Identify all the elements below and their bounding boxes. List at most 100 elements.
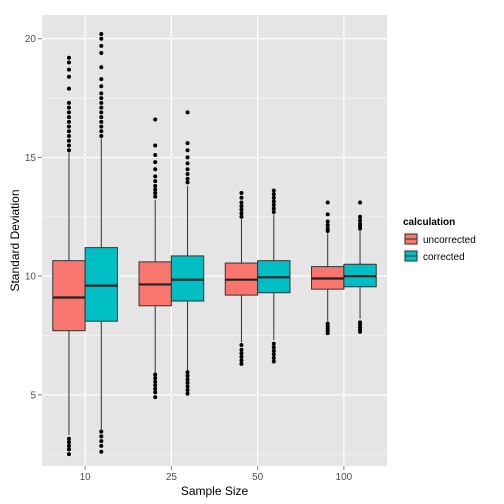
outlier-point [239, 361, 244, 366]
outlier-point [185, 388, 190, 393]
outlier-point [153, 143, 158, 148]
outlier-point [358, 200, 363, 205]
outlier-point [271, 345, 276, 350]
outlier-point [271, 210, 276, 215]
outlier-point [239, 342, 244, 347]
x-axis-title: Sample Size [181, 484, 249, 498]
outlier-point [66, 74, 71, 79]
outlier-point [99, 96, 104, 101]
box-corrected-100 [343, 200, 377, 334]
outlier-point [99, 110, 104, 115]
outlier-point [239, 195, 244, 200]
outlier-point [185, 141, 190, 146]
outlier-point [325, 212, 330, 217]
outlier-point [66, 105, 71, 110]
outlier-point [66, 143, 71, 148]
outlier-point [99, 43, 104, 48]
y-tick-label: 10 [25, 272, 37, 283]
outlier-point [99, 129, 104, 134]
outlier-point [66, 55, 71, 60]
outlier-point [153, 179, 158, 184]
outlier-point [153, 390, 158, 395]
y-tick-label: 5 [30, 390, 36, 401]
outlier-point [325, 219, 330, 224]
outlier-point [153, 191, 158, 196]
outlier-point [66, 86, 71, 91]
box-iqr [52, 260, 86, 332]
outlier-point [239, 347, 244, 352]
outlier-point [66, 100, 71, 105]
outlier-point [66, 148, 71, 153]
y-tick-label: 20 [25, 34, 37, 45]
outlier-point [99, 443, 104, 448]
legend-title: calculation [403, 217, 455, 228]
y-axis-title: Standard Deviation [8, 189, 22, 291]
outlier-point [153, 167, 158, 172]
outlier-point [153, 395, 158, 400]
box-iqr [170, 255, 205, 302]
outlier-point [239, 358, 244, 363]
outlier-point [185, 110, 190, 115]
outlier-point [153, 379, 158, 384]
outlier-point [66, 115, 71, 120]
box-corrected-25 [170, 110, 205, 396]
outlier-point [271, 206, 276, 211]
outlier-point [66, 110, 71, 115]
outlier-point [325, 223, 330, 228]
outlier-point [99, 134, 104, 139]
outlier-point [185, 148, 190, 153]
outlier-point [185, 377, 190, 382]
legend-label: corrected [423, 252, 465, 263]
outlier-point [66, 129, 71, 134]
outlier-point [185, 161, 190, 166]
x-tick-label: 50 [252, 472, 264, 483]
outlier-point [325, 321, 330, 326]
box-iqr [84, 247, 118, 322]
outlier-point [153, 174, 158, 179]
outlier-point [358, 320, 363, 325]
outlier-point [66, 134, 71, 139]
box-uncorrected-50 [224, 191, 259, 366]
y-tick-label: 15 [25, 153, 37, 164]
outlier-point [239, 211, 244, 216]
y-axis-ticks: 5 10 15 20 [25, 34, 42, 401]
outlier-point [325, 200, 330, 205]
outlier-point [99, 36, 104, 41]
box-uncorrected-10 [52, 55, 86, 457]
outlier-point [99, 115, 104, 120]
outlier-point [153, 183, 158, 188]
outlier-point [99, 77, 104, 82]
outlier-point [153, 153, 158, 158]
box-corrected-10 [84, 31, 118, 454]
outlier-point [185, 155, 190, 160]
outlier-point [99, 449, 104, 454]
outlier-point [271, 355, 276, 360]
outlier-point [153, 383, 158, 388]
outlier-point [66, 60, 71, 65]
outlier-point [66, 443, 71, 448]
legend-label: uncorrected [423, 235, 476, 246]
outlier-point [185, 172, 190, 177]
outlier-point [99, 105, 104, 110]
box-corrected-50 [257, 188, 291, 364]
outlier-point [66, 452, 71, 457]
outlier-point [239, 214, 244, 219]
outlier-point [153, 376, 158, 381]
outlier-point [153, 386, 158, 391]
outlier-point [239, 207, 244, 212]
outlier-point [358, 218, 363, 223]
x-axis-ticks: 10 25 50 100 [80, 466, 353, 483]
box-uncorrected-25 [138, 117, 172, 400]
outlier-point [99, 119, 104, 124]
outlier-point [99, 434, 104, 439]
outlier-point [325, 226, 330, 231]
outlier-point [358, 221, 363, 226]
outlier-point [153, 187, 158, 192]
outlier-point [99, 50, 104, 55]
outlier-point [185, 384, 190, 389]
outlier-point [185, 391, 190, 396]
outlier-point [185, 370, 190, 375]
outlier-point [153, 160, 158, 165]
outlier-point [239, 204, 244, 209]
